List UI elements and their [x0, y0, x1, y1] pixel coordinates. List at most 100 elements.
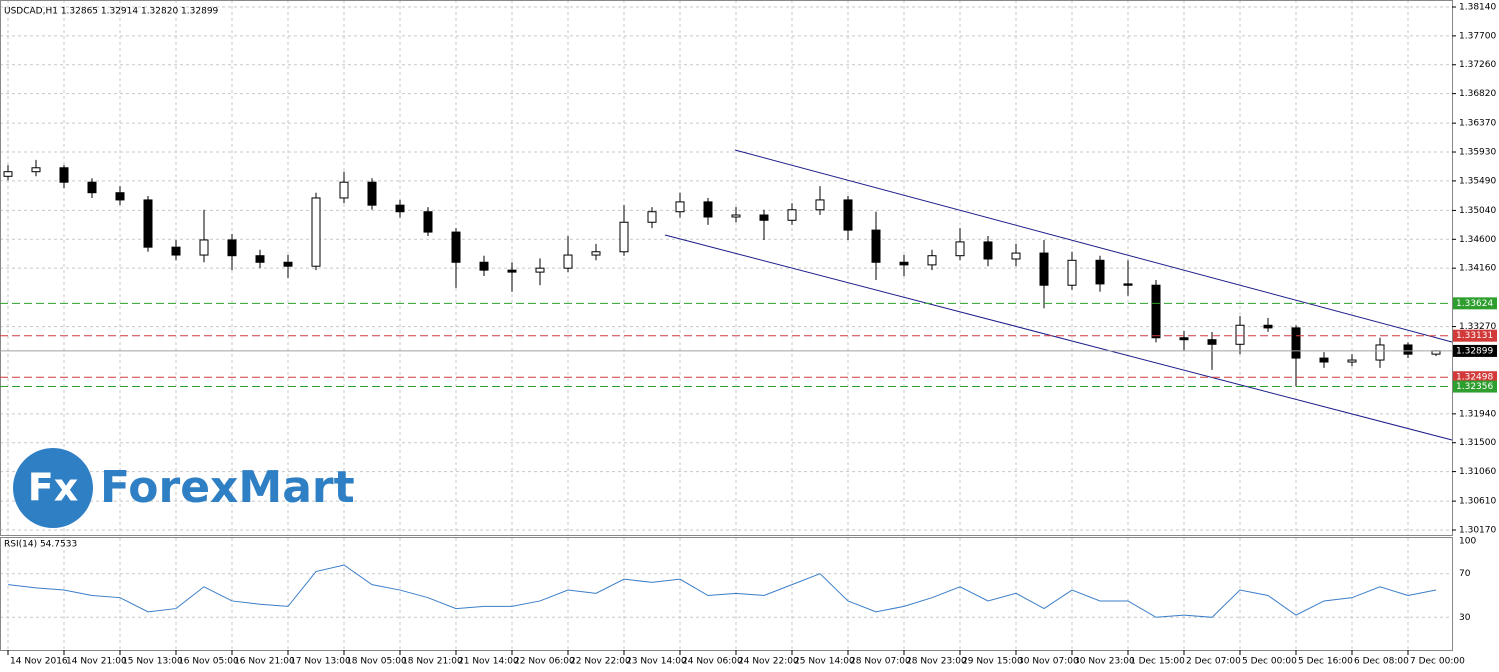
candle-body	[115, 192, 125, 201]
y-tick-label: 1.30170	[1459, 526, 1496, 536]
candle-body	[647, 211, 657, 223]
x-tick-label: 28 Nov 07:00	[850, 657, 911, 667]
logo-text: ForexMart	[100, 462, 355, 513]
x-tick-label: 2 Dec 07:00	[1186, 657, 1241, 667]
x-tick-label: 7 Dec 00:00	[1410, 657, 1465, 667]
level-box	[1453, 297, 1497, 310]
candle-body	[1403, 344, 1413, 355]
candle-body	[1151, 284, 1161, 339]
y-tick-label: 1.30610	[1459, 497, 1496, 507]
logo-letters: Fx	[28, 466, 78, 510]
level-label: 1.33131	[1456, 331, 1493, 341]
candle-body	[227, 239, 237, 257]
candle-body	[87, 181, 97, 194]
x-tick-label: 16 Nov 21:00	[234, 657, 295, 667]
x-tick-label: 15 Nov 13:00	[122, 657, 183, 667]
candle-body	[983, 241, 993, 260]
rsi-tick-label: 30	[1459, 613, 1471, 623]
level-box	[1453, 371, 1497, 384]
candle-body	[423, 211, 433, 233]
x-tick-label: 30 Nov 07:00	[1018, 657, 1079, 667]
candle-body	[927, 255, 937, 266]
y-tick-label: 1.35930	[1459, 148, 1496, 158]
candle-body	[1123, 283, 1133, 286]
candle-body	[675, 201, 685, 213]
current-price-label: 1.32899	[1456, 346, 1493, 356]
y-tick-label: 1.37700	[1459, 31, 1496, 41]
candle-body	[815, 199, 825, 211]
candle-body	[759, 214, 769, 221]
x-tick-label: 6 Dec 08:00	[1354, 657, 1409, 667]
candle-body	[899, 261, 909, 266]
grid	[0, 0, 1452, 650]
level-label: 1.32356	[1456, 382, 1493, 392]
rsi-frame	[0, 537, 1453, 651]
x-tick-label: 16 Nov 05:00	[178, 657, 239, 667]
candle-body	[451, 231, 461, 263]
x-tick-label: 17 Nov 13:00	[290, 657, 351, 667]
candle-body	[591, 251, 601, 256]
y-tick-label: 1.34600	[1459, 235, 1496, 245]
x-tick-label: 29 Nov 15:00	[962, 657, 1023, 667]
current-price-box	[1453, 344, 1497, 357]
candle-body	[255, 255, 265, 263]
rsi-line	[7, 564, 1437, 618]
candle-body	[143, 199, 153, 248]
candle-body	[311, 197, 321, 267]
x-tick-label: 24 Nov 22:00	[738, 657, 799, 667]
x-tick-label: 18 Nov 05:00	[346, 657, 407, 667]
candle-body	[871, 229, 881, 263]
x-tick-label: 1 Dec 15:00	[1130, 657, 1185, 667]
logo-circle	[13, 448, 93, 528]
x-tick-label: 28 Nov 23:00	[906, 657, 967, 667]
candle-body	[1039, 252, 1049, 286]
candle-body	[507, 269, 517, 273]
level-label: 1.32498	[1456, 373, 1493, 383]
y-tick-label: 1.36820	[1459, 89, 1496, 99]
candle-body	[479, 261, 489, 271]
level-label: 1.33624	[1456, 299, 1493, 309]
candle-body	[367, 181, 377, 206]
candle-body	[1067, 259, 1077, 286]
candle-body	[1347, 359, 1357, 363]
candle-body	[731, 214, 741, 218]
rsi-tick-label: 100	[1459, 537, 1476, 547]
candle-body	[955, 241, 965, 257]
x-tick-label: 22 Nov 22:00	[570, 657, 631, 667]
level-box	[1453, 380, 1497, 393]
y-tick-label: 1.38140	[1459, 3, 1496, 13]
candle-body	[703, 201, 713, 218]
x-tick-label: 14 Nov 2016	[10, 657, 68, 667]
candle-body	[787, 209, 797, 221]
candle-body	[1095, 259, 1105, 285]
candle-body	[3, 171, 13, 177]
y-tick-label: 1.31060	[1459, 467, 1496, 477]
candle-body	[1235, 324, 1245, 345]
x-tick-label: 14 Nov 21:00	[66, 657, 127, 667]
candle-body	[395, 204, 405, 213]
y-tick-label: 1.35490	[1459, 176, 1496, 186]
channel-lower	[664, 234, 1453, 441]
candle-body	[1207, 339, 1217, 345]
rsi-title: RSI(14) 54.7533	[4, 540, 77, 550]
candle-body	[1291, 327, 1301, 359]
candle-body	[535, 267, 545, 273]
candle-body	[843, 199, 853, 231]
candle-body	[1263, 324, 1273, 329]
candle-body	[1011, 252, 1021, 260]
x-tick-label: 30 Nov 23:00	[1074, 657, 1135, 667]
x-tick-label: 21 Nov 14:00	[458, 657, 519, 667]
y-tick-label: 1.37260	[1459, 60, 1496, 70]
x-tick-label: 5 Dec 00:00	[1242, 657, 1297, 667]
x-tick-label: 22 Nov 06:00	[514, 657, 575, 667]
candle-body	[619, 221, 629, 253]
x-tick-label: 24 Nov 06:00	[682, 657, 743, 667]
chart-title: USDCAD,H1 1.32865 1.32914 1.32820 1.3289…	[4, 7, 219, 17]
candle-body	[283, 261, 293, 267]
candle-body	[1319, 357, 1329, 363]
candle-body	[563, 254, 573, 269]
x-tick-label: 18 Nov 21:00	[402, 657, 463, 667]
y-tick-label: 1.33270	[1459, 322, 1496, 332]
y-tick-label: 1.31940	[1459, 409, 1496, 419]
